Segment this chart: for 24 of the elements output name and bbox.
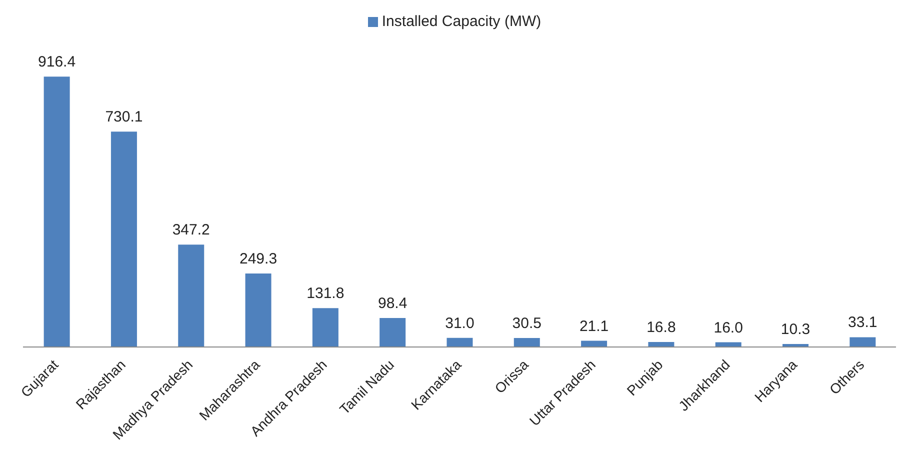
bar xyxy=(312,308,338,347)
bar xyxy=(245,273,272,347)
data-label: 21.1 xyxy=(579,318,609,335)
data-label: 16.8 xyxy=(646,319,676,336)
bar xyxy=(380,318,406,347)
data-label: 16.0 xyxy=(714,319,743,336)
data-label: 730.1 xyxy=(105,108,143,126)
data-label: 249.3 xyxy=(240,250,278,268)
data-label: 33.1 xyxy=(848,314,878,332)
data-label: 347.2 xyxy=(172,222,210,239)
bar xyxy=(514,338,540,347)
bar xyxy=(648,342,674,347)
data-label: 10.3 xyxy=(780,320,810,338)
data-label: 131.8 xyxy=(306,285,344,302)
data-label: 916.4 xyxy=(38,54,76,71)
legend-label: Installed Capacity (MW) xyxy=(382,13,542,30)
data-label: 31.0 xyxy=(445,314,474,332)
bar xyxy=(446,338,473,347)
bar xyxy=(44,76,70,347)
bar xyxy=(110,132,137,347)
bar xyxy=(178,244,204,347)
data-label: 30.5 xyxy=(512,315,542,332)
bar xyxy=(850,337,876,347)
data-label: 98.4 xyxy=(378,294,408,312)
